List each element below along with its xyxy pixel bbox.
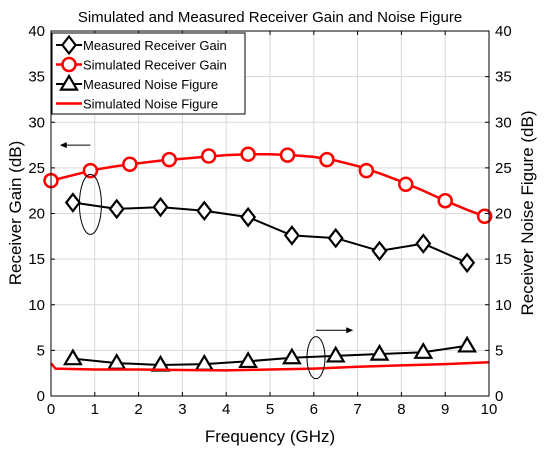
y-tick-label: 10 bbox=[28, 297, 45, 314]
y-tick-label-right: 20 bbox=[495, 206, 512, 223]
x-tick-label: 10 bbox=[481, 401, 498, 418]
legend-entries: Measured Receiver Gain Simulated Receiver… bbox=[56, 34, 227, 112]
data-point-diamond bbox=[459, 252, 476, 274]
y-tick-label: 35 bbox=[28, 69, 45, 86]
legend: Measured Receiver Gain Simulated Receiver… bbox=[51, 32, 246, 115]
data-point-circle bbox=[122, 156, 138, 172]
data-point-diamond bbox=[152, 196, 169, 218]
x-axis-label: Frequency (GHz) bbox=[205, 427, 335, 446]
y-tick-label: 30 bbox=[28, 114, 45, 131]
series-line bbox=[72, 344, 468, 366]
legend-box bbox=[51, 32, 246, 115]
series-group bbox=[50, 360, 490, 372]
data-point-diamond bbox=[283, 225, 300, 246]
data-point-triangle bbox=[238, 351, 259, 369]
x-tick-label: 5 bbox=[266, 401, 274, 418]
y-tick-label-right: 5 bbox=[495, 342, 503, 359]
legend-entry: Simulated Noise Figure bbox=[56, 97, 218, 112]
data-point-circle bbox=[279, 147, 296, 163]
legend-label: Simulated Receiver Gain bbox=[83, 58, 227, 73]
data-point-triangle bbox=[369, 343, 390, 361]
legend-label: Simulated Noise Figure bbox=[83, 97, 218, 112]
chart-title: Simulated and Measured Receiver Gain and… bbox=[78, 9, 462, 26]
data-point-triangle bbox=[325, 345, 346, 363]
y-tick-label-right: 40 bbox=[495, 23, 512, 40]
left-axis-indicator-arrowhead bbox=[59, 142, 67, 149]
data-point-diamond bbox=[60, 34, 78, 56]
x-tick-label: 2 bbox=[134, 401, 142, 418]
legend-label: Measured Noise Figure bbox=[83, 77, 218, 92]
y-axis-label-right: Receiver Noise Figure (dB) bbox=[518, 110, 537, 315]
x-tick-label: 8 bbox=[397, 401, 405, 418]
data-point-circle bbox=[476, 208, 493, 224]
data-point-triangle bbox=[413, 342, 434, 359]
legend-label: Measured Receiver Gain bbox=[83, 38, 227, 53]
data-point-triangle bbox=[457, 335, 478, 353]
series-line bbox=[50, 360, 490, 372]
data-point-diamond bbox=[196, 200, 213, 222]
data-point-diamond bbox=[64, 192, 81, 213]
y-tick-label-right: 30 bbox=[495, 114, 512, 131]
y-tick-label-right: 35 bbox=[495, 69, 512, 86]
data-point-circle bbox=[82, 162, 99, 179]
x-tick-label: 7 bbox=[353, 401, 361, 418]
data-point-diamond bbox=[327, 227, 344, 249]
data-point-diamond bbox=[371, 240, 388, 262]
data-point-circle bbox=[319, 151, 335, 168]
y-tick-label-right: 0 bbox=[495, 388, 503, 405]
right-axis-indicator-arrowhead bbox=[346, 327, 354, 334]
y-tick-label: 0 bbox=[37, 388, 45, 405]
y-tick-label-right: 15 bbox=[495, 251, 512, 268]
left-axis-indicator-ellipse bbox=[78, 173, 102, 235]
annotation-layer bbox=[59, 142, 354, 380]
series-line bbox=[72, 201, 468, 264]
data-point-circle bbox=[358, 162, 375, 179]
series-group bbox=[64, 192, 476, 274]
y-tick-label: 25 bbox=[28, 160, 45, 177]
y-tick-label-right: 25 bbox=[495, 160, 512, 177]
data-point-circle bbox=[398, 176, 414, 193]
x-tick-label: 6 bbox=[310, 401, 318, 418]
data-point-diamond bbox=[415, 233, 432, 254]
data-point-circle bbox=[61, 56, 77, 73]
data-point-circle bbox=[161, 151, 178, 168]
x-tick-label: 9 bbox=[441, 401, 449, 418]
x-tick-label: 0 bbox=[47, 401, 55, 418]
legend-entry: Simulated Receiver Gain bbox=[56, 56, 227, 73]
y-tick-label: 40 bbox=[28, 23, 45, 40]
x-tick-label: 1 bbox=[91, 401, 99, 418]
data-point-triangle bbox=[62, 348, 83, 366]
data-point-diamond bbox=[108, 198, 125, 220]
x-tick-label: 4 bbox=[222, 401, 230, 418]
data-point-diamond bbox=[240, 206, 257, 228]
data-point-circle bbox=[240, 146, 256, 162]
axis-layer: 0 1 2 3 4 5 6 7 8 9 100510152025303540051015202530… bbox=[28, 23, 511, 418]
y-tick-label: 15 bbox=[28, 251, 45, 268]
y-tick-label-right: 10 bbox=[495, 297, 512, 314]
data-point-triangle bbox=[59, 73, 79, 91]
data-point-circle bbox=[437, 192, 453, 209]
x-tick-label: 3 bbox=[178, 401, 186, 418]
right-axis-indicator-ellipse bbox=[306, 336, 326, 380]
legend-entry: Measured Receiver Gain bbox=[56, 34, 227, 56]
data-point-circle bbox=[200, 148, 217, 164]
series-layer bbox=[43, 146, 493, 372]
legend-entry: Measured Noise Figure bbox=[56, 73, 218, 92]
series-group bbox=[62, 335, 478, 372]
y-tick-label: 5 bbox=[37, 342, 45, 359]
y-axis-label: Receiver Gain (dB) bbox=[6, 141, 25, 286]
y-tick-label: 20 bbox=[28, 206, 45, 223]
data-point-triangle bbox=[281, 347, 302, 365]
